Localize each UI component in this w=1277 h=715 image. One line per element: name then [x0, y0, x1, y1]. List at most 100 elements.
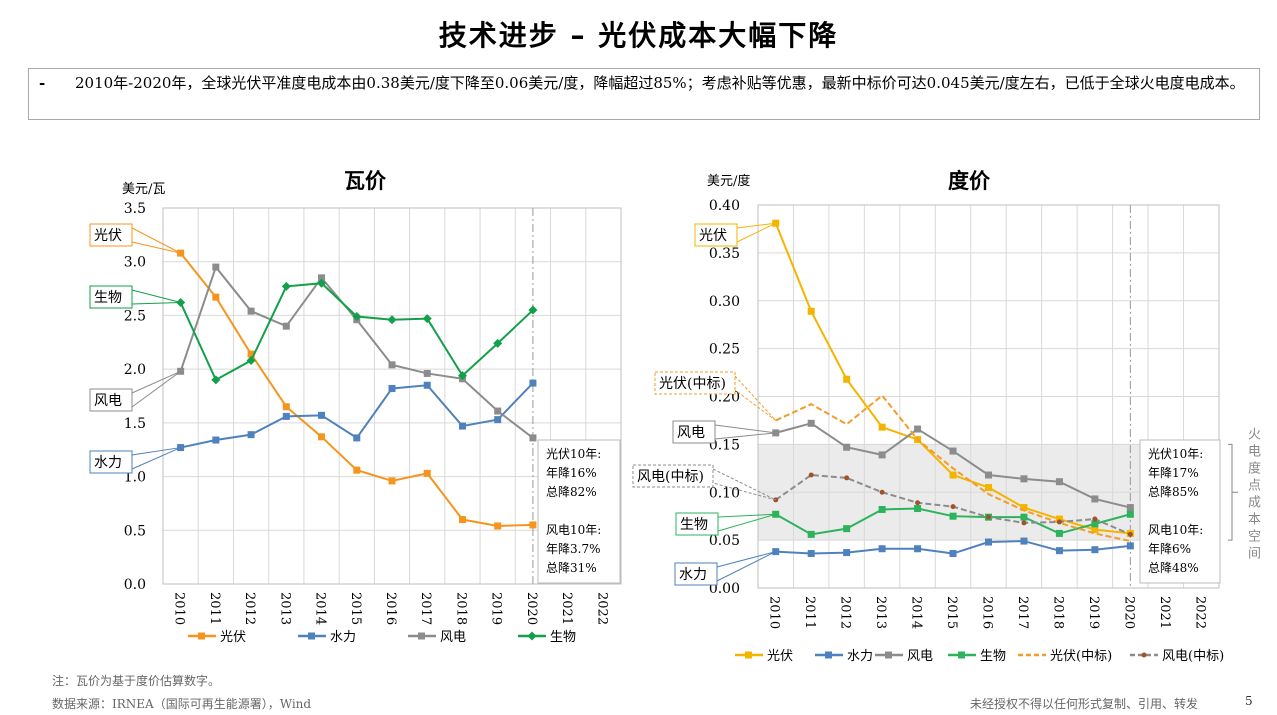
data-point: [353, 434, 361, 442]
legend-marker: [308, 632, 315, 640]
legend-marker: [527, 631, 537, 641]
y-tick-label: 0.40: [709, 198, 740, 214]
legend-marker: [958, 651, 965, 659]
band-label-char: 火: [1248, 427, 1261, 442]
legend-label: 光伏: [220, 630, 246, 645]
callout-leader: [131, 289, 181, 305]
x-tick-label: 2017: [1015, 596, 1030, 629]
legend-label: 风电(中标): [1162, 649, 1224, 664]
left-chart: 0.0 0.5 1.0 1.5 2.0 2.5 3.0 3.5 2010 2011 2012 2013…: [89, 201, 622, 645]
data-point: [494, 416, 502, 424]
data-point: [1020, 537, 1028, 545]
y-tick-label: 0.25: [709, 342, 740, 358]
summary-text: 风电10年:: [546, 523, 601, 537]
y-tick-label: 2.0: [124, 362, 146, 378]
summary-text: 风电10年:: [1148, 523, 1203, 537]
copyright-notice: 未经授权不得以任何形式复制、引用、转发: [970, 697, 1199, 711]
callout-box: [654, 371, 736, 395]
data-point: [1127, 531, 1133, 537]
x-tick-label: 2016: [383, 592, 398, 625]
data-source: 数据来源：IRNEA（国际可再生能源署），Wind: [52, 697, 312, 711]
data-point: [247, 307, 255, 315]
band-bracket: [1228, 443, 1238, 541]
callout-label: 风电: [94, 393, 122, 409]
data-point: [388, 361, 396, 369]
data-point: [494, 407, 502, 415]
y-tick-label: 0.15: [709, 437, 740, 453]
x-tick-label: 2013: [277, 592, 292, 625]
data-point: [985, 471, 992, 479]
data-point: [246, 356, 256, 366]
data-point: [352, 312, 362, 322]
x-tick-label: 2015: [348, 592, 363, 625]
data-point: [282, 412, 290, 420]
band-label-char: 本: [1248, 512, 1261, 527]
x-tick-label: 2020: [524, 592, 539, 625]
data-point: [247, 350, 255, 358]
legend-marker: [885, 651, 892, 659]
right-chart-ylabel: 美元/度: [707, 174, 751, 189]
legend-label: 光伏: [767, 649, 793, 664]
x-tick-label: 2017: [418, 592, 433, 625]
data-point: [1092, 516, 1098, 522]
callout-box: [694, 223, 738, 247]
data-point: [950, 504, 956, 510]
data-point: [1020, 504, 1028, 512]
data-point: [843, 443, 851, 451]
data-point: [423, 469, 431, 477]
data-point: [878, 451, 886, 459]
right-chart-title: 度价: [948, 169, 990, 193]
legend-label: 水力: [847, 649, 873, 664]
data-point: [1126, 542, 1134, 550]
callout-leader: [736, 222, 776, 243]
callout-label: 光伏: [94, 228, 122, 244]
y-tick-label: 1.0: [124, 470, 146, 486]
band-label-char: 空: [1248, 529, 1261, 544]
x-tick-label: 2022: [1192, 596, 1207, 629]
band-label-char: 度: [1248, 460, 1261, 476]
x-tick-label: 2015: [944, 596, 959, 629]
data-point: [879, 489, 885, 495]
data-point: [211, 375, 221, 385]
data-point: [914, 425, 922, 433]
data-point: [843, 525, 851, 533]
legend-label: 光伏(中标): [1050, 649, 1112, 664]
x-tick-label: 2012: [838, 596, 853, 629]
x-tick-label: 2014: [313, 592, 328, 625]
x-tick-label: 2018: [1050, 596, 1065, 629]
data-point: [388, 477, 396, 485]
callout-box: [89, 285, 133, 309]
data-point: [949, 512, 957, 520]
data-point: [949, 447, 957, 455]
summary-text: 总降85%: [1148, 485, 1199, 499]
data-point: [915, 500, 921, 506]
x-tick-label: 2011: [802, 596, 817, 629]
callout-box: [89, 223, 133, 247]
plot-frame: [162, 207, 622, 585]
data-point: [1055, 547, 1063, 555]
data-point: [1091, 520, 1099, 528]
callout-box: [89, 388, 133, 412]
legend-label: 风电: [440, 630, 466, 645]
y-tick-label: 2.5: [124, 308, 146, 324]
y-tick-label: 3.5: [124, 201, 146, 217]
data-point: [914, 545, 922, 553]
summary-text: 光伏10年:: [1148, 447, 1203, 461]
data-point: [458, 422, 466, 430]
summary-text: 总降82%: [546, 485, 597, 499]
callout-leader: [131, 370, 181, 408]
callout-leader: [717, 513, 776, 532]
x-tick-label: 2018: [453, 592, 468, 625]
left-chart-ylabel: 美元/瓦: [122, 182, 166, 197]
x-tick-label: 2010: [767, 596, 782, 629]
data-point: [212, 263, 220, 271]
callout-label: 光伏(中标): [659, 376, 726, 392]
data-point: [949, 550, 957, 558]
data-point: [1055, 529, 1063, 537]
data-point: [493, 338, 503, 348]
series-line-光伏(中标): [775, 394, 1131, 543]
summary-text: 年降17%: [1148, 466, 1199, 480]
band-label-char: 成: [1248, 495, 1261, 510]
legend-marker: [825, 651, 832, 659]
y-tick-label: 1.5: [124, 416, 146, 432]
